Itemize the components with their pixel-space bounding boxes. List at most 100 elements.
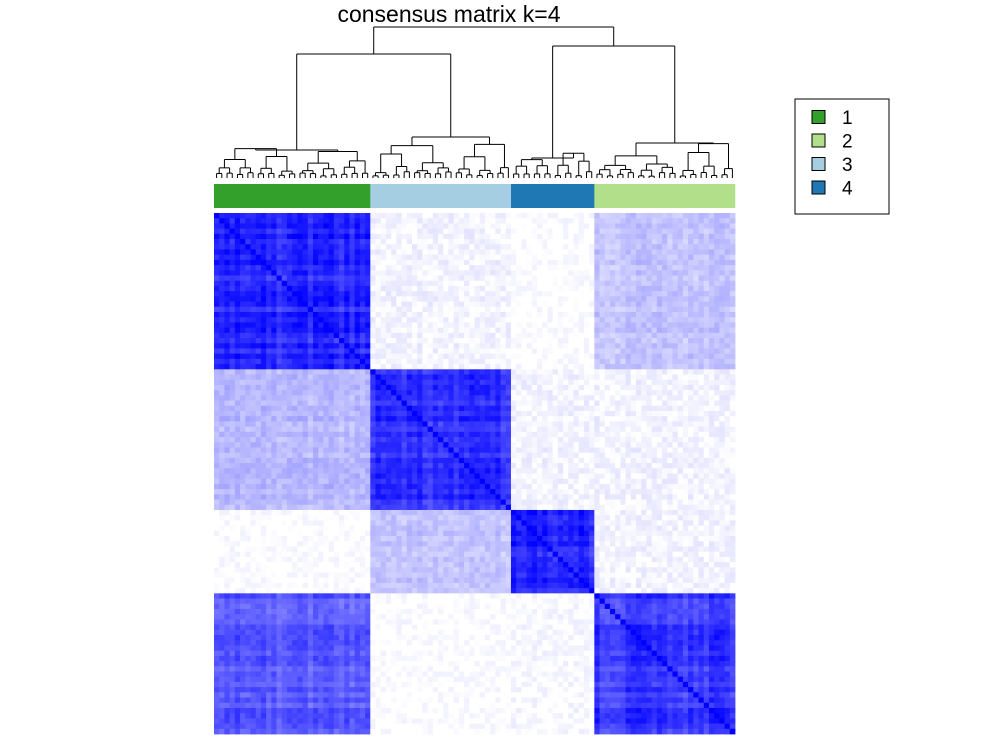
heatmap-cell	[234, 306, 241, 313]
heatmap-cell	[396, 275, 402, 282]
heatmap-cell	[521, 421, 527, 428]
heatmap-cell	[286, 348, 293, 355]
heatmap-cell	[589, 291, 595, 297]
heatmap-cell	[505, 317, 512, 323]
heatmap-cell	[557, 426, 564, 433]
heatmap-cell	[391, 379, 397, 386]
heatmap-cell	[531, 280, 538, 287]
heatmap-cell	[427, 405, 434, 412]
heatmap-cell	[292, 218, 298, 224]
heatmap-cell	[307, 379, 314, 386]
heatmap-cell	[453, 395, 460, 401]
heatmap-cell	[469, 390, 475, 396]
heatmap-cell	[422, 416, 429, 422]
heatmap-cell	[604, 369, 611, 375]
heatmap-cell	[484, 447, 491, 454]
heatmap-cell	[651, 369, 658, 375]
heatmap-cell	[333, 431, 340, 438]
heatmap-cell	[255, 254, 262, 261]
heatmap-cell	[339, 280, 345, 287]
heatmap-cell	[438, 239, 444, 245]
heatmap-cell	[698, 275, 705, 282]
heatmap-cell	[547, 244, 554, 250]
heatmap-cell	[318, 410, 324, 417]
heatmap-cell	[729, 338, 736, 344]
heatmap-cell	[568, 280, 574, 287]
heatmap-cell	[724, 239, 731, 245]
heatmap-cell	[547, 374, 554, 381]
heatmap-cell	[391, 311, 397, 318]
heatmap-cell	[266, 426, 272, 433]
heatmap-cell	[464, 410, 470, 417]
heatmap-cell	[391, 233, 397, 240]
heatmap-cell	[563, 437, 569, 443]
heatmap-cell	[630, 291, 637, 297]
heatmap-cell	[708, 332, 715, 339]
heatmap-cell	[411, 353, 418, 360]
heatmap-cell	[516, 348, 522, 355]
heatmap-cell	[646, 280, 653, 287]
heatmap-cell	[271, 405, 277, 412]
heatmap-cell	[422, 343, 429, 349]
heatmap-cell	[662, 400, 668, 407]
heatmap-cell	[729, 327, 736, 334]
heatmap-cell	[479, 233, 486, 240]
heatmap-cell	[573, 259, 580, 266]
heatmap-cell	[266, 311, 272, 318]
heatmap-cell	[698, 426, 705, 433]
heatmap-cell	[656, 353, 663, 360]
heatmap-cell	[563, 270, 569, 276]
heatmap-cell	[323, 374, 330, 381]
heatmap-cell	[328, 390, 335, 396]
heatmap-cell	[359, 327, 366, 334]
heatmap-cell	[349, 218, 356, 224]
heatmap-cell	[609, 213, 616, 219]
heatmap-cell	[396, 239, 402, 245]
heatmap-cell	[307, 338, 314, 344]
heatmap-cell	[537, 322, 543, 329]
heatmap-cell	[417, 405, 423, 412]
heatmap-cell	[516, 452, 522, 459]
heatmap-cell	[662, 442, 668, 448]
heatmap-cell	[510, 384, 517, 391]
heatmap-cell	[245, 280, 251, 287]
heatmap-cell	[396, 244, 402, 250]
heatmap-cell	[563, 400, 569, 407]
heatmap-cell	[490, 322, 496, 329]
heatmap-cell	[318, 239, 324, 245]
heatmap-cell	[589, 400, 595, 407]
heatmap-cell	[365, 265, 371, 271]
heatmap-cell	[615, 410, 621, 417]
heatmap-cell	[297, 416, 303, 422]
heatmap-cell	[636, 322, 642, 329]
heatmap-cell	[677, 426, 684, 433]
heatmap-cell	[615, 416, 621, 422]
heatmap-cell	[411, 348, 418, 355]
heatmap-cell	[422, 332, 429, 339]
heatmap-cell	[719, 358, 725, 365]
heatmap-cell	[583, 437, 590, 443]
heatmap-cell	[375, 275, 382, 282]
heatmap-cell	[417, 416, 423, 422]
heatmap-cell	[323, 244, 330, 250]
heatmap-cell	[312, 259, 319, 266]
heatmap-cell	[260, 296, 267, 302]
heatmap-cell	[297, 249, 303, 256]
heatmap-cell	[276, 353, 283, 360]
heatmap-cell	[443, 447, 449, 454]
heatmap-cell	[214, 301, 220, 308]
heatmap-cell	[312, 442, 319, 448]
heatmap-cell	[594, 374, 600, 381]
heatmap-cell	[359, 431, 366, 438]
heatmap-cell	[380, 364, 387, 370]
heatmap-cell	[594, 405, 600, 412]
heatmap-cell	[693, 410, 699, 417]
heatmap-cell	[542, 223, 548, 230]
heatmap-cell	[656, 431, 663, 438]
heatmap-cell	[516, 410, 522, 417]
heatmap-cell	[714, 379, 720, 386]
heatmap-cell	[443, 353, 449, 360]
heatmap-cell	[464, 431, 470, 438]
heatmap-cell	[406, 421, 413, 428]
heatmap-cell	[479, 421, 486, 428]
